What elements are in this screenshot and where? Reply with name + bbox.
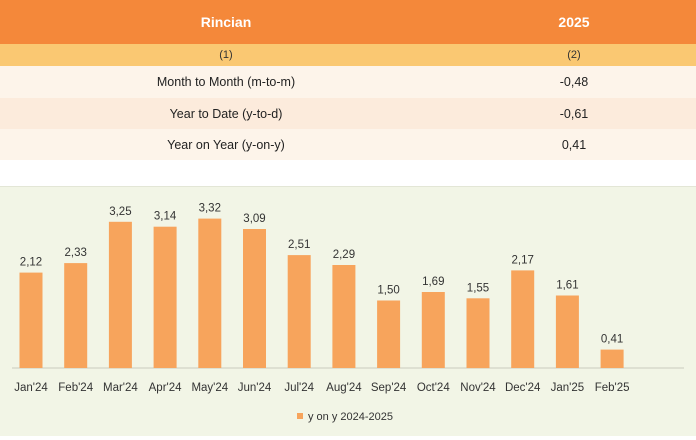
data-label: 2,29 xyxy=(333,249,355,261)
bar-Jan'25 xyxy=(555,295,579,368)
data-label: 2,51 xyxy=(288,239,310,251)
row-value: -0,48 xyxy=(559,75,589,89)
table-row-mtm: Month to Month (m-to-m) -0,48 xyxy=(0,66,696,98)
x-tick-label: Feb'24 xyxy=(58,382,93,394)
x-tick-label: Jul'24 xyxy=(284,382,314,394)
data-label: 3,09 xyxy=(243,213,265,225)
x-tick-label: May'24 xyxy=(191,382,228,394)
bar-Oct'24 xyxy=(421,292,445,368)
bar-Aug'24 xyxy=(332,265,356,368)
bar-Feb'24 xyxy=(64,263,88,368)
x-tick-label: Jan'25 xyxy=(551,382,585,394)
bar-May'24 xyxy=(198,218,222,368)
table-row-ytd: Year to Date (y-to-d) -0,61 xyxy=(0,98,696,129)
x-tick-label: Mar'24 xyxy=(103,382,138,394)
data-label: 1,50 xyxy=(377,285,399,297)
x-tick-label: Dec'24 xyxy=(505,382,541,394)
bar-Dec'24 xyxy=(511,270,535,368)
data-label: 2,12 xyxy=(20,257,42,269)
data-label: 1,55 xyxy=(467,282,489,294)
x-tick-label: Nov'24 xyxy=(460,382,496,394)
x-tick-label: Aug'24 xyxy=(326,382,362,394)
header-year: 2025 xyxy=(558,14,590,30)
x-tick-label: Jan'24 xyxy=(14,382,48,394)
data-label: 0,41 xyxy=(601,334,623,346)
bar-Nov'24 xyxy=(466,298,490,369)
x-tick-label: Sep'24 xyxy=(371,382,407,394)
table-subheader-row: (1) (2) xyxy=(0,44,696,66)
header-rincian: Rincian xyxy=(200,14,252,30)
bar-Sep'24 xyxy=(377,300,401,368)
data-label: 2,33 xyxy=(65,247,87,259)
row-value: 0,41 xyxy=(561,137,587,152)
data-label: 3,14 xyxy=(154,211,177,223)
row-label: Year to Date (y-to-d) xyxy=(169,106,283,121)
data-label: 1,69 xyxy=(422,276,444,288)
chart-svg: 2,12 2,33 3,25 3,14 3,32 3,09 2,51 2,29 1,50 1,69… xyxy=(12,203,684,423)
data-label: 3,25 xyxy=(109,206,131,218)
yoy-bar-chart: 2,12 2,33 3,25 3,14 3,32 3,09 2,51 2,29 1,50 1,69… xyxy=(0,186,696,436)
data-label: 2,17 xyxy=(512,254,534,266)
inflation-table: Rincian 2025 (1) (2) Month to Month (m-t… xyxy=(0,0,696,160)
subheader-col2: (2) xyxy=(567,49,581,61)
legend-label: y on y 2024-2025 xyxy=(308,411,393,423)
row-label: Year on Year (y-on-y) xyxy=(167,137,285,152)
bar-Jan'24 xyxy=(19,272,43,368)
x-tick-label: Apr'24 xyxy=(149,382,182,394)
bar-Jun'24 xyxy=(243,229,266,368)
table-row-yoy: Year on Year (y-on-y) 0,41 xyxy=(0,129,696,160)
legend: y on y 2024-2025 xyxy=(297,411,393,423)
data-label: 3,32 xyxy=(199,203,221,215)
x-tick-label: Feb'25 xyxy=(595,382,630,394)
row-value: -0,61 xyxy=(559,106,589,121)
bar-Apr'24 xyxy=(153,226,177,368)
x-tick-label: Oct'24 xyxy=(417,382,450,394)
bar-Jul'24 xyxy=(287,255,311,368)
legend-swatch xyxy=(297,413,303,419)
x-tick-label: Jun'24 xyxy=(238,382,272,394)
bar-Mar'24 xyxy=(108,221,132,369)
bar-Feb'25 xyxy=(600,349,624,368)
row-label: Month to Month (m-to-m) xyxy=(156,75,296,89)
data-label: 1,61 xyxy=(556,280,578,292)
table-header-row: Rincian 2025 xyxy=(0,0,696,44)
subheader-col1: (1) xyxy=(219,49,233,61)
